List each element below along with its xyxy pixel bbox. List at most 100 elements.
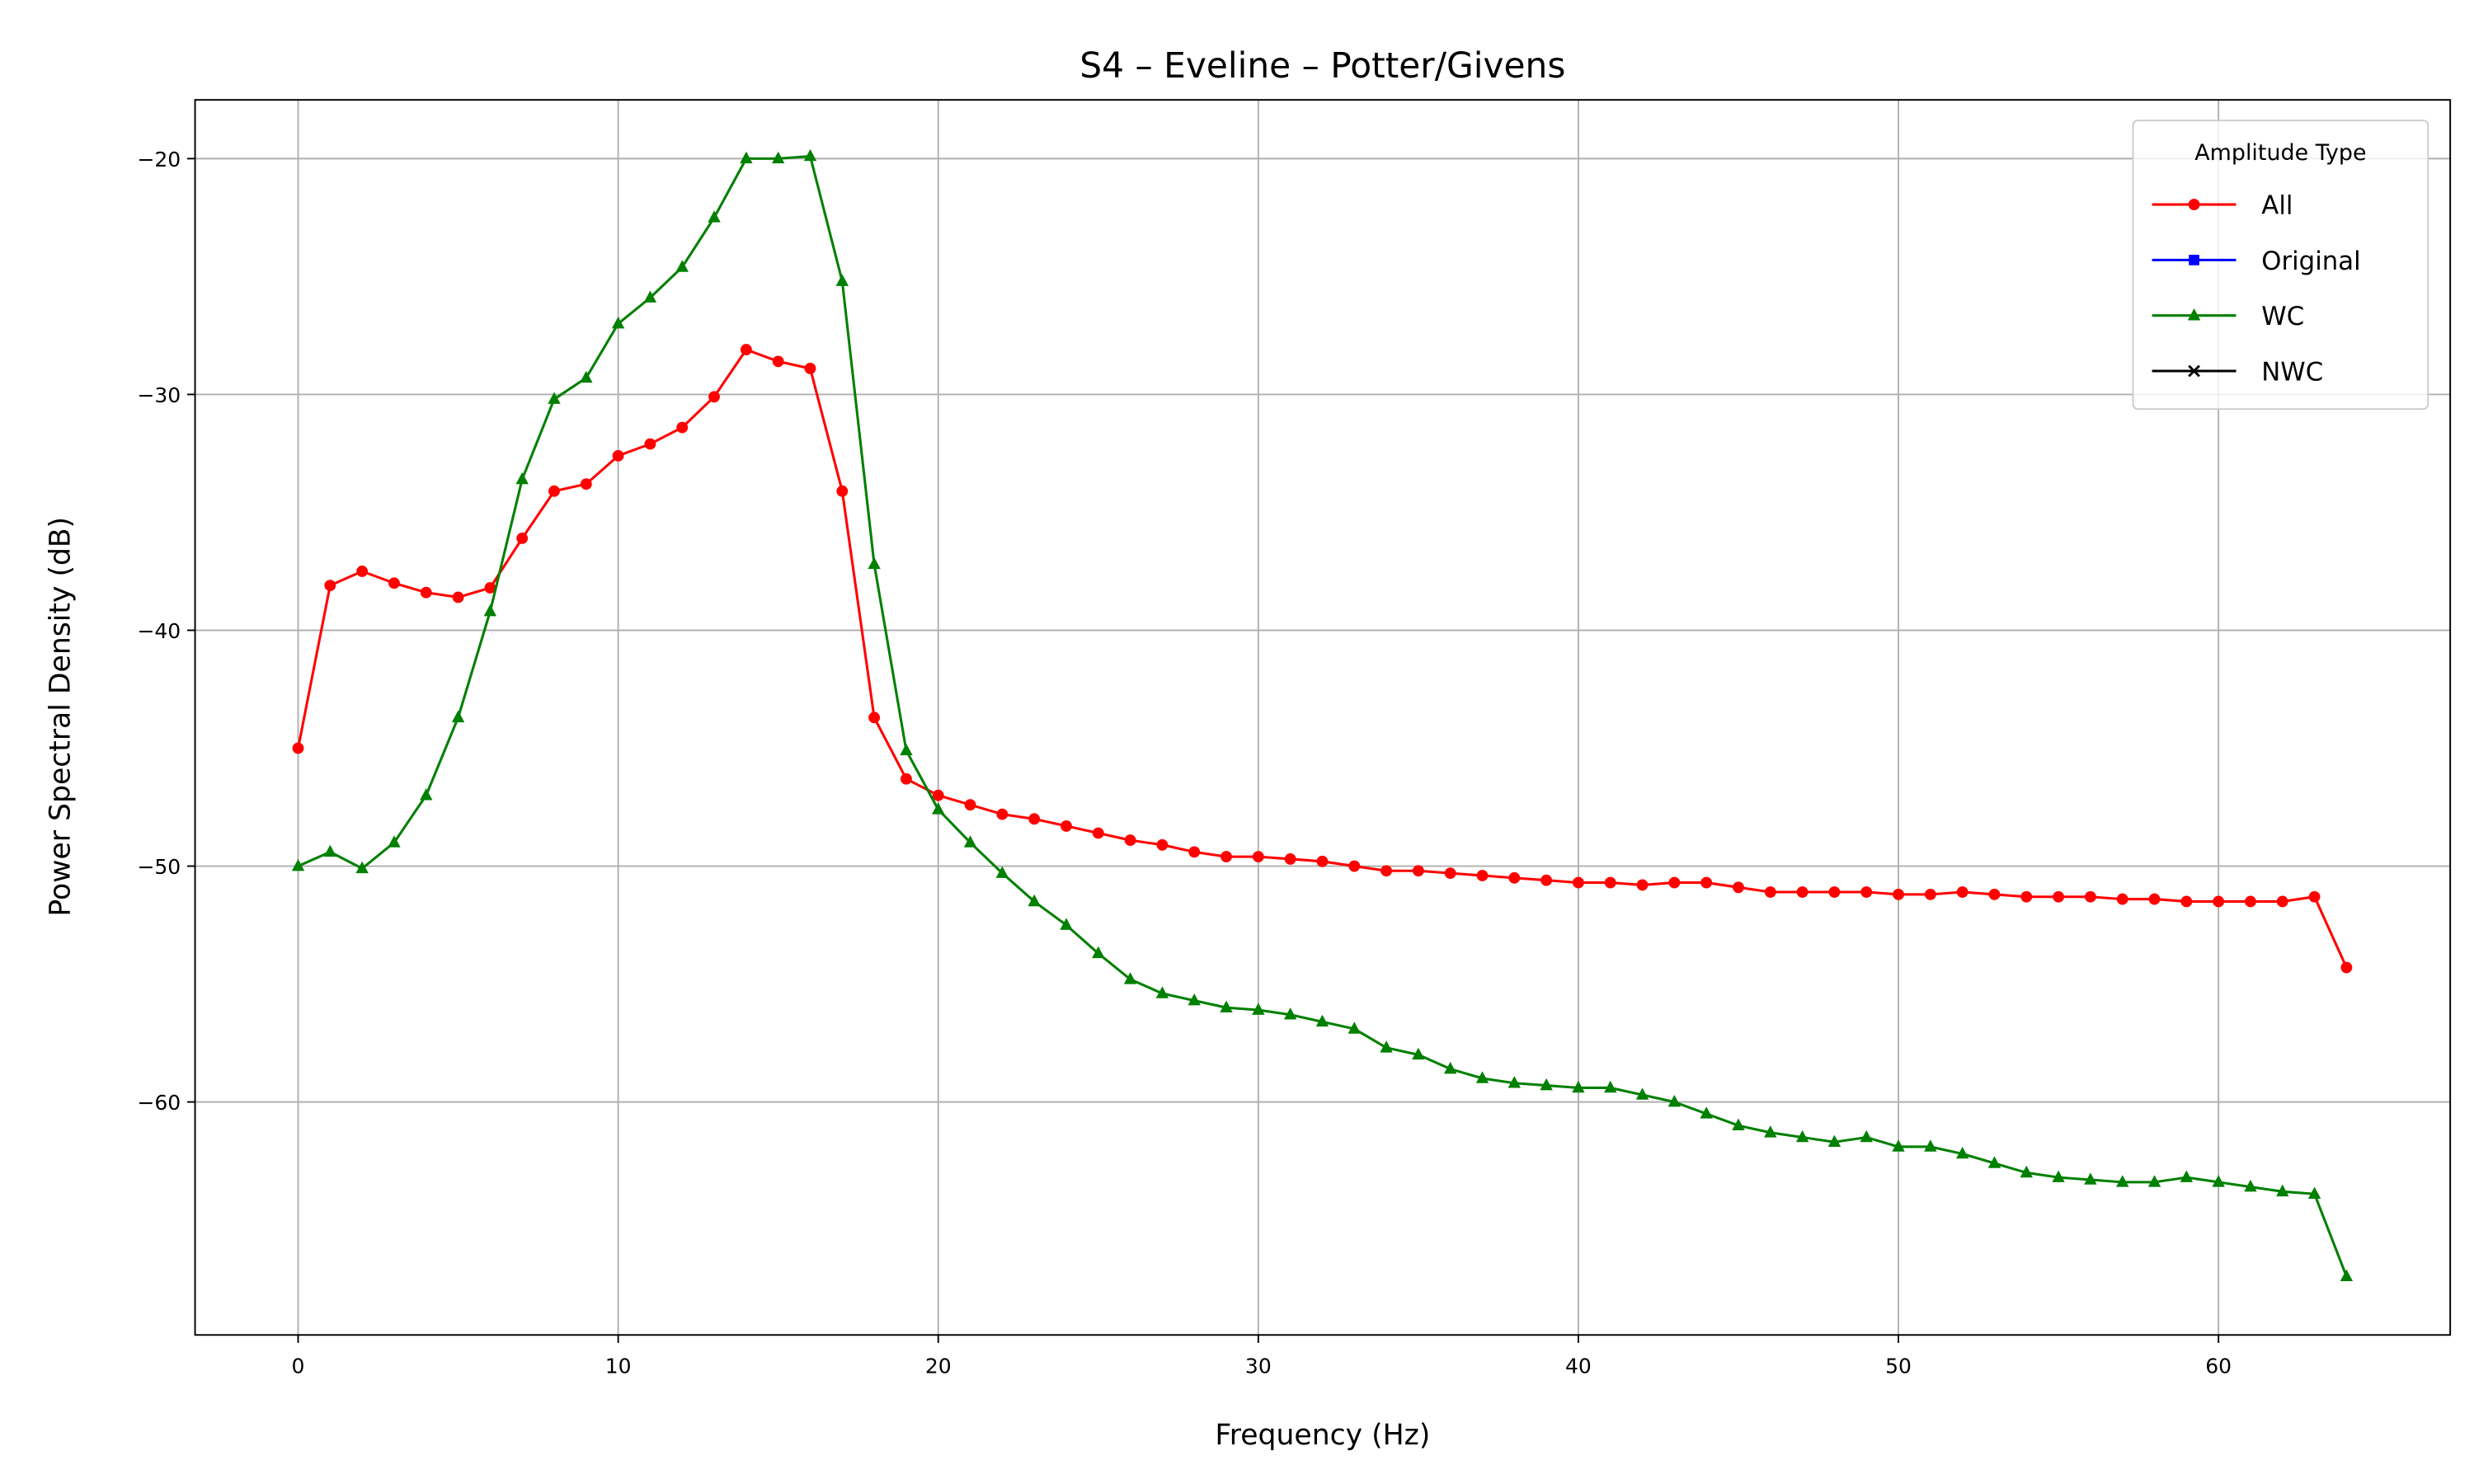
- data-point: [292, 742, 304, 754]
- data-point: [612, 449, 624, 462]
- data-point: [2244, 1179, 2257, 1192]
- legend-label: WC: [2261, 302, 2304, 331]
- data-point: [1795, 1129, 1809, 1143]
- data-point: [900, 743, 913, 756]
- data-point: [2020, 890, 2033, 903]
- data-point: [1860, 1129, 1873, 1143]
- data-point: [1668, 876, 1681, 889]
- data-point: [740, 151, 753, 164]
- data-point: [2084, 890, 2096, 903]
- y-axis-label: Power Spectral Density (dB): [45, 517, 78, 917]
- legend-label: All: [2261, 191, 2293, 221]
- data-point: [708, 210, 721, 223]
- data-point: [1540, 874, 1553, 886]
- y-tick-label: −40: [137, 619, 181, 643]
- data-point: [420, 586, 432, 599]
- data-point: [1060, 918, 1073, 930]
- data-point: [1508, 871, 1521, 884]
- data-point: [291, 858, 305, 871]
- data-point: [836, 485, 849, 497]
- data-point: [1572, 1080, 1585, 1093]
- x-tick-label: 10: [605, 1354, 632, 1378]
- data-point: [1028, 894, 1041, 907]
- legend-marker: [2188, 199, 2200, 211]
- data-point: [644, 438, 656, 450]
- data-point: [1956, 886, 1968, 898]
- legend-label: Original: [2261, 247, 2360, 276]
- data-point: [643, 290, 657, 303]
- data-point: [1061, 819, 1072, 832]
- data-point: [1221, 851, 1232, 863]
- y-tick-label: −30: [137, 383, 181, 407]
- data-point: [323, 844, 337, 857]
- data-point: [1828, 886, 1841, 898]
- data-point: [2053, 890, 2065, 903]
- data-point: [2116, 893, 2128, 905]
- data-point: [580, 478, 592, 491]
- data-point: [1860, 886, 1873, 898]
- data-point: [515, 472, 529, 485]
- y-tick-label: −60: [137, 1091, 181, 1115]
- data-point: [388, 577, 400, 589]
- data-point: [2276, 1184, 2289, 1197]
- y-tick-label: −50: [137, 855, 181, 879]
- data-point: [2180, 1170, 2194, 1182]
- data-point: [420, 788, 433, 801]
- data-point: [772, 355, 784, 368]
- data-point: [1573, 876, 1584, 889]
- data-point: [451, 710, 465, 723]
- data-point: [1732, 1118, 1745, 1130]
- data-point: [2020, 1165, 2033, 1178]
- data-point: [1924, 888, 1936, 900]
- data-point: [2147, 1175, 2161, 1187]
- data-point: [2340, 961, 2353, 974]
- data-point: [548, 485, 560, 497]
- data-point: [611, 316, 625, 329]
- data-point: [676, 421, 689, 434]
- legend-marker: [2188, 364, 2200, 378]
- data-point: [1667, 1094, 1681, 1107]
- chart-title: S4 – Eveline – Potter/Givens: [1079, 45, 1565, 86]
- data-point: [964, 799, 976, 811]
- x-tick-label: 40: [1565, 1354, 1592, 1378]
- legend: Amplitude Type All Original WC NWC: [2132, 120, 2429, 411]
- data-point: [1987, 1156, 2001, 1168]
- data-point: [1284, 853, 1296, 865]
- data-point: [1348, 860, 1361, 872]
- data-point: [1444, 867, 1456, 880]
- data-point: [2340, 1269, 2354, 1282]
- data-point: [388, 835, 401, 848]
- data-point: [932, 802, 945, 815]
- data-point: [1733, 881, 1744, 894]
- y-tick-label: −20: [137, 148, 181, 171]
- data-point: [675, 260, 689, 272]
- data-point: [1604, 876, 1616, 889]
- data-point: [708, 391, 720, 403]
- data-point: [1188, 846, 1201, 858]
- data-point: [1475, 1071, 1489, 1083]
- data-point: [1700, 1106, 1713, 1119]
- data-point: [452, 591, 464, 603]
- data-point: [1476, 870, 1489, 881]
- legend-title: Amplitude Type: [2194, 140, 2366, 166]
- legend-marker: [2189, 255, 2199, 265]
- data-point: [2212, 1175, 2225, 1187]
- data-point: [483, 603, 497, 617]
- data-point: [932, 789, 944, 801]
- data-point: [548, 392, 561, 404]
- data-point: [2084, 1172, 2097, 1185]
- legend-marker: [2187, 308, 2201, 321]
- data-point: [1252, 851, 1264, 863]
- data-point: [1764, 886, 1776, 898]
- data-point: [1092, 946, 1105, 959]
- data-point: [1540, 1078, 1553, 1091]
- data-point: [771, 151, 785, 164]
- data-point: [995, 866, 1009, 878]
- data-point: [1380, 1040, 1393, 1053]
- data-point: [1123, 972, 1137, 984]
- data-point: [1412, 865, 1424, 877]
- data-point: [1316, 855, 1329, 867]
- data-point: [355, 861, 369, 874]
- data-point: [1380, 865, 1393, 877]
